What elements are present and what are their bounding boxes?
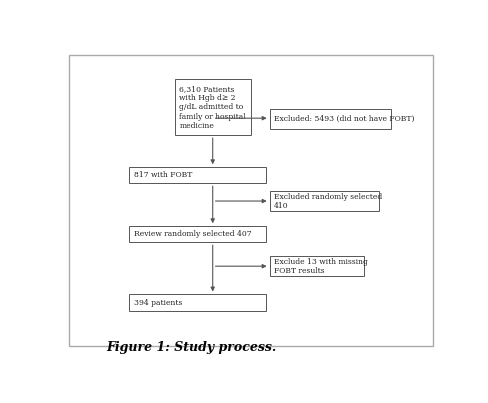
Text: Excluded randomly selected
410: Excluded randomly selected 410 xyxy=(274,193,382,210)
FancyBboxPatch shape xyxy=(269,256,364,276)
Text: 817 with FOBT: 817 with FOBT xyxy=(134,171,192,179)
FancyBboxPatch shape xyxy=(68,54,432,346)
FancyBboxPatch shape xyxy=(269,109,390,129)
FancyBboxPatch shape xyxy=(175,79,250,135)
FancyBboxPatch shape xyxy=(269,191,379,211)
Text: Figure 1: Study process.: Figure 1: Study process. xyxy=(106,341,276,354)
Text: Exclude 13 with missing
FOBT results: Exclude 13 with missing FOBT results xyxy=(274,258,367,275)
FancyBboxPatch shape xyxy=(129,295,265,311)
FancyBboxPatch shape xyxy=(129,226,265,242)
Text: 6,310 Patients
with Hgb d≥ 2
g/dL admitted to
family or hospital
medicine: 6,310 Patients with Hgb d≥ 2 g/dL admitt… xyxy=(179,85,245,130)
Text: Excluded: 5493 (did not have FOBT): Excluded: 5493 (did not have FOBT) xyxy=(274,115,414,123)
Text: 394 patients: 394 patients xyxy=(134,299,182,307)
FancyBboxPatch shape xyxy=(129,167,265,183)
Text: Review randomly selected 407: Review randomly selected 407 xyxy=(134,230,251,238)
